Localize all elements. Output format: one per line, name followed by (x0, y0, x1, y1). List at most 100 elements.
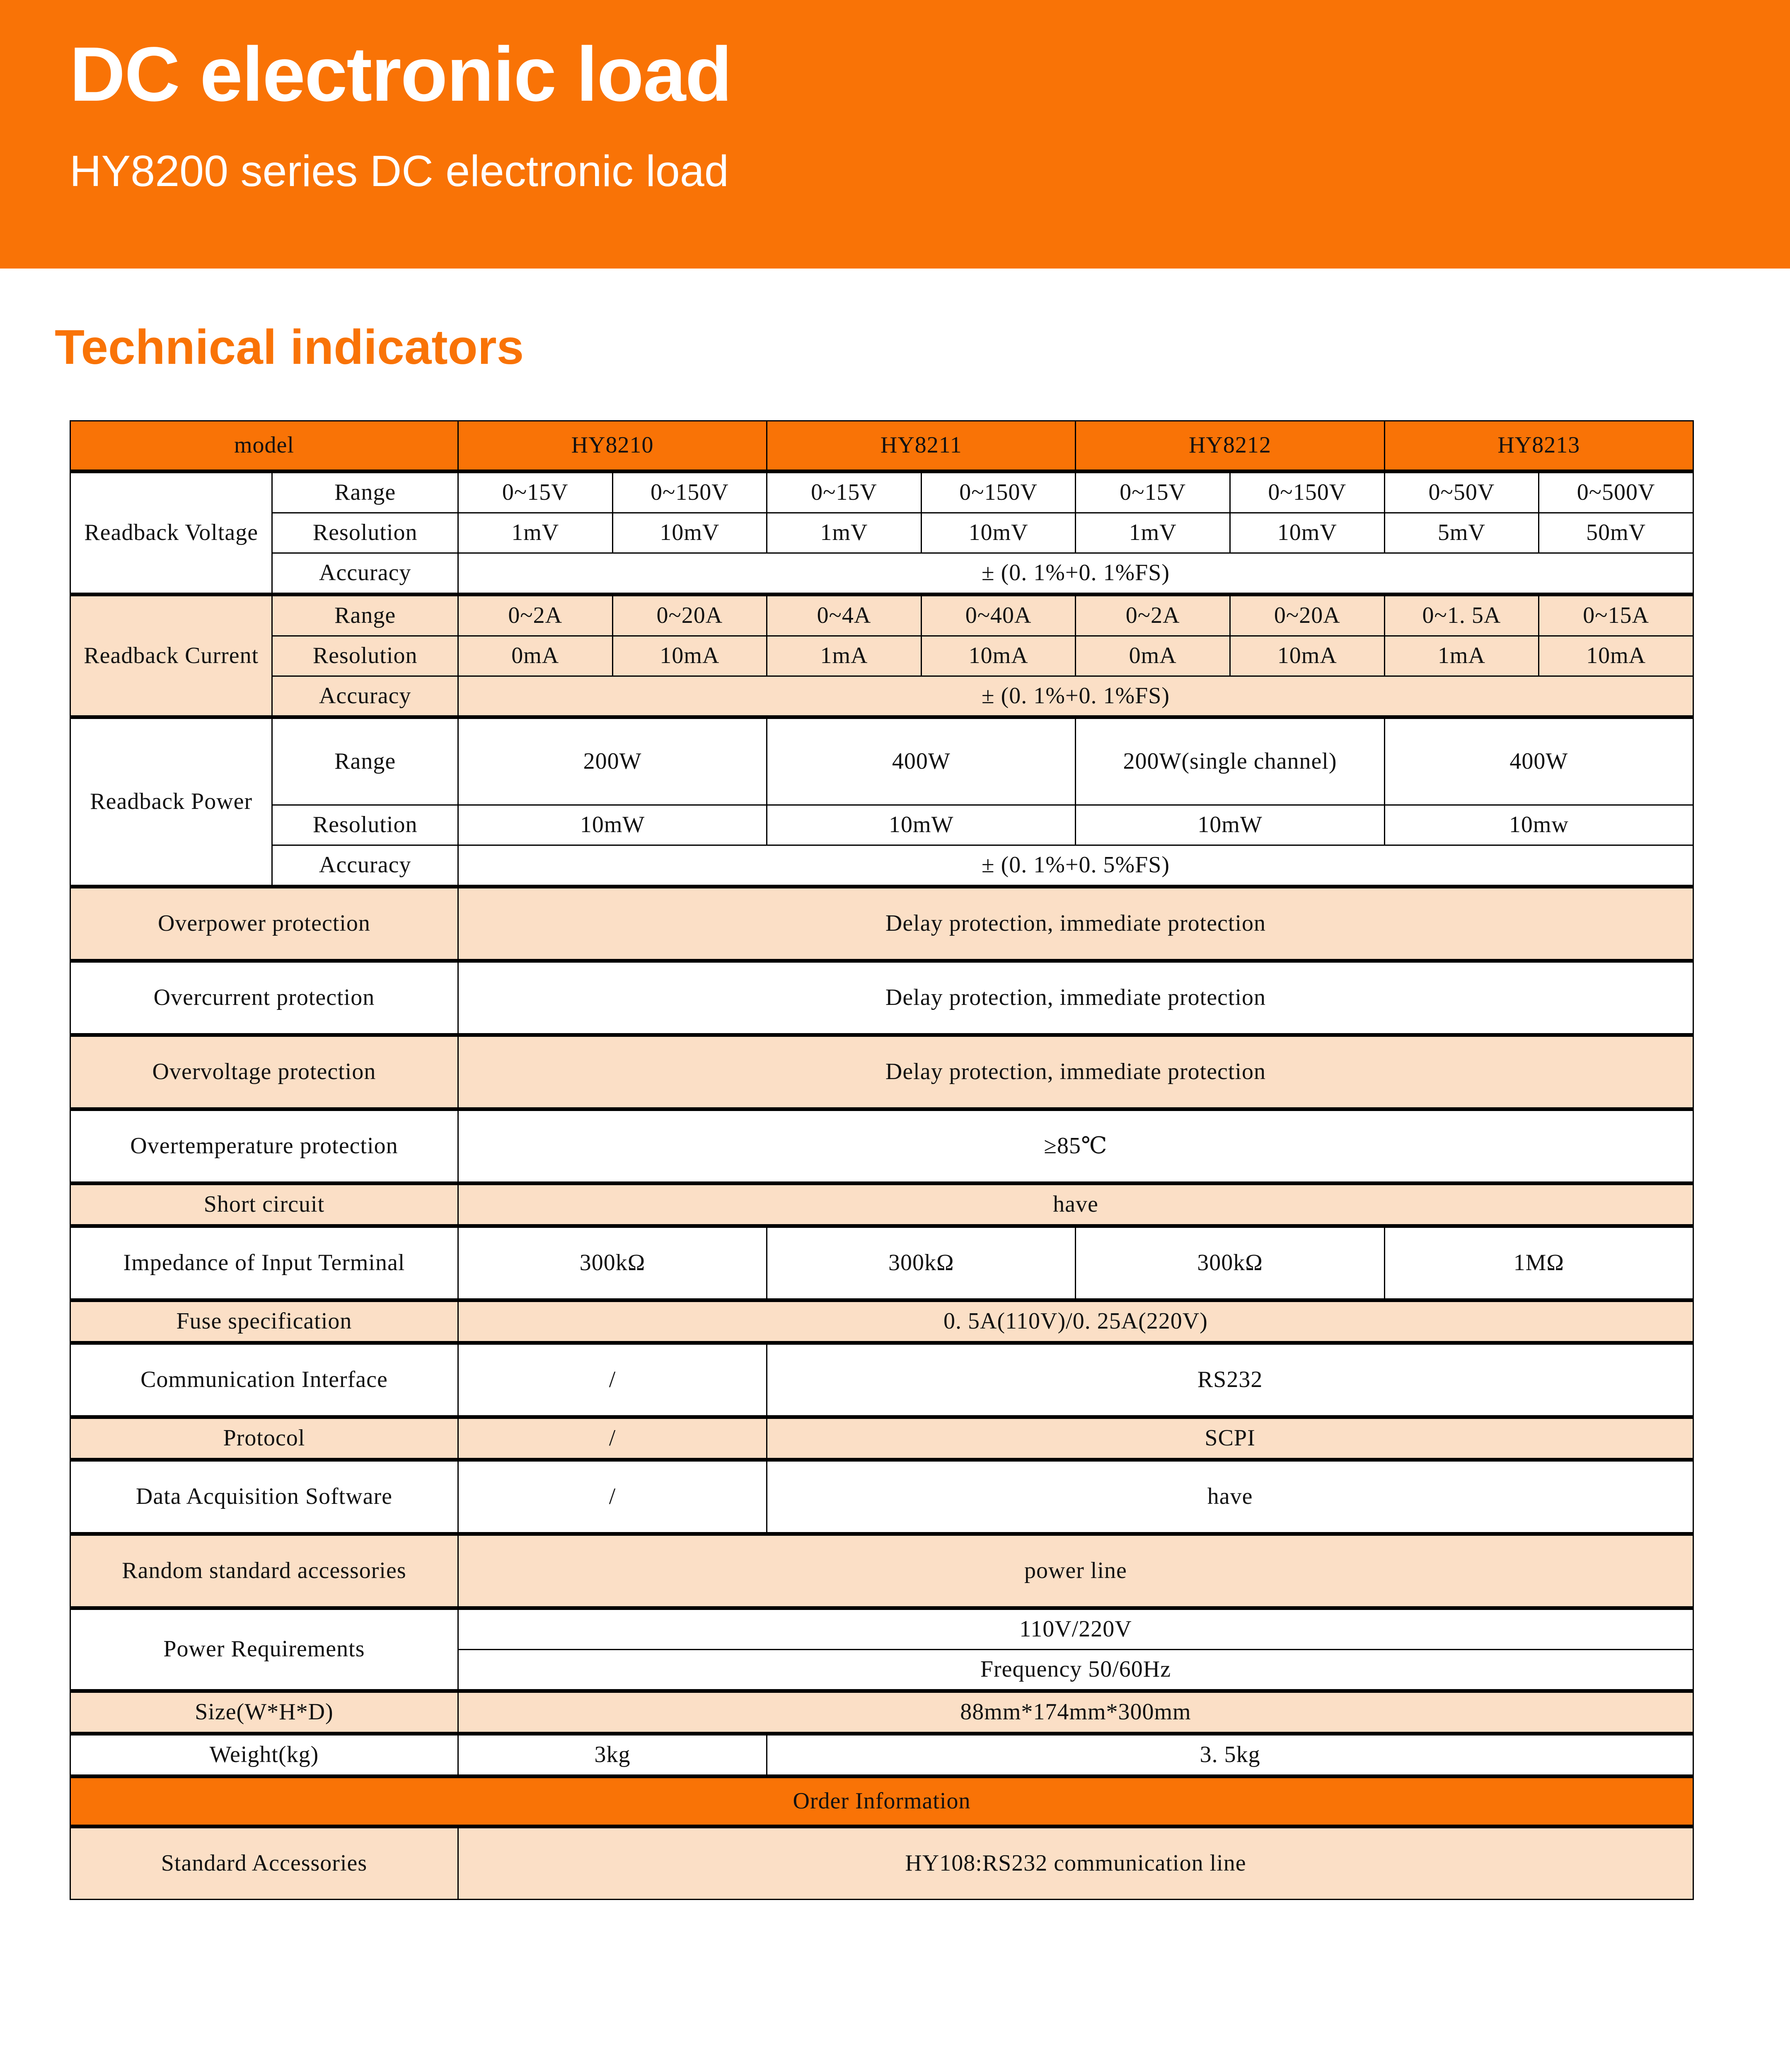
value-impedance-3: 1MΩ (1384, 1224, 1694, 1301)
cell-current-range-4: 0~2A (1075, 592, 1231, 637)
cell-voltage-res-5: 10mV (1229, 512, 1385, 554)
table-row: Accuracy ± (0. 1%+0. 1%FS) (70, 552, 1694, 595)
value-impedance-1: 300kΩ (766, 1224, 1076, 1301)
value-communication-interface-right: RS232 (766, 1341, 1694, 1418)
cell-power-res-1: 10mW (766, 804, 1076, 846)
cell-current-res-6: 1mA (1384, 635, 1540, 677)
cell-voltage-range-4: 0~15V (1075, 470, 1231, 513)
value-weight-left: 3kg (457, 1731, 768, 1777)
cell-current-range-3: 0~40A (920, 592, 1076, 637)
cell-voltage-range-2: 0~15V (766, 470, 922, 513)
sub-label-range: Range (271, 715, 459, 806)
cell-current-res-2: 1mA (766, 635, 922, 677)
cell-current-res-4: 0mA (1075, 635, 1231, 677)
table-row: Protocol / SCPI (70, 1415, 1694, 1460)
label-power-requirements: Power Requirements (70, 1606, 459, 1692)
cell-voltage-range-1: 0~150V (612, 470, 768, 513)
cell-current-range-2: 0~4A (766, 592, 922, 637)
technical-indicators-table: model HY8210 HY8211 HY8212 HY8213 Readba… (69, 420, 1694, 1900)
label-overvoltage-protection: Overvoltage protection (70, 1033, 459, 1110)
label-overtemperature-protection: Overtemperature protection (70, 1107, 459, 1184)
table-row: Weight(kg) 3kg 3. 5kg (70, 1731, 1694, 1777)
sub-label-resolution: Resolution (271, 635, 459, 677)
cell-voltage-res-1: 10mV (612, 512, 768, 554)
cell-voltage-res-2: 1mV (766, 512, 922, 554)
value-protocol-right: SCPI (766, 1415, 1694, 1460)
cell-current-range-6: 0~1. 5A (1384, 592, 1540, 637)
value-power-requirements-frequency: Frequency 50/60Hz (457, 1648, 1694, 1692)
value-overvoltage-protection: Delay protection, immediate protection (457, 1033, 1694, 1110)
cell-power-range-2: 200W(single channel) (1075, 715, 1385, 806)
cell-voltage-range-3: 0~150V (920, 470, 1076, 513)
table-row: Accuracy ± (0. 1%+0. 1%FS) (70, 675, 1694, 718)
cell-voltage-res-0: 1mV (457, 512, 613, 554)
cell-power-range-3: 400W (1384, 715, 1694, 806)
table-row: Overpower protection Delay protection, i… (70, 885, 1694, 962)
cell-power-accuracy: ± (0. 1%+0. 5%FS) (457, 845, 1694, 888)
table-row: Accuracy ± (0. 1%+0. 5%FS) (70, 845, 1694, 888)
value-short-circuit: have (457, 1181, 1694, 1227)
cell-voltage-range-6: 0~50V (1384, 470, 1540, 513)
value-protocol-left: / (457, 1415, 768, 1460)
table-row: Resolution 10mW 10mW 10mW 10mw (70, 804, 1694, 846)
cell-voltage-range-5: 0~150V (1229, 470, 1385, 513)
label-fuse-specification: Fuse specification (70, 1298, 459, 1344)
cell-voltage-res-7: 50mV (1538, 512, 1694, 554)
label-random-standard-accessories: Random standard accessories (70, 1532, 459, 1609)
value-overtemperature-protection: ≥85℃ (457, 1107, 1694, 1184)
header-model-hy8211: HY8211 (766, 420, 1076, 472)
value-random-standard-accessories: power line (457, 1532, 1694, 1609)
sub-label-accuracy: Accuracy (271, 675, 459, 718)
section-heading: Technical indicators (55, 320, 524, 375)
table-row: Overvoltage protection Delay protection,… (70, 1033, 1694, 1110)
table-row: Short circuit have (70, 1181, 1694, 1227)
value-overcurrent-protection: Delay protection, immediate protection (457, 959, 1694, 1036)
sub-label-range: Range (271, 592, 459, 637)
value-size: 88mm*174mm*300mm (457, 1689, 1694, 1734)
table-row: Frequency 50/60Hz (70, 1648, 1694, 1692)
label-size: Size(W*H*D) (70, 1689, 459, 1734)
group-readback-voltage: Readback Voltage (69, 470, 273, 595)
sub-label-accuracy: Accuracy (271, 552, 459, 595)
header-model-hy8210: HY8210 (457, 420, 768, 472)
cell-current-range-0: 0~2A (457, 592, 613, 637)
label-standard-accessories: Standard Accessories (70, 1824, 459, 1900)
label-communication-interface: Communication Interface (70, 1341, 459, 1418)
label-overcurrent-protection: Overcurrent protection (70, 959, 459, 1036)
cell-power-res-2: 10mW (1075, 804, 1385, 846)
value-impedance-2: 300kΩ (1075, 1224, 1385, 1301)
table-row: Resolution 0mA 10mA 1mA 10mA 0mA 10mA 1m… (70, 635, 1694, 677)
table-row: Overcurrent protection Delay protection,… (70, 959, 1694, 1036)
table-row: Random standard accessories power line (70, 1532, 1694, 1609)
value-standard-accessories: HY108:RS232 communication line (457, 1824, 1694, 1900)
cell-voltage-accuracy: ± (0. 1%+0. 1%FS) (457, 552, 1694, 595)
cell-current-range-1: 0~20A (612, 592, 768, 637)
order-information-bar-row: Order Information (70, 1774, 1694, 1827)
cell-voltage-res-3: 10mV (920, 512, 1076, 554)
value-overpower-protection: Delay protection, immediate protection (457, 885, 1694, 962)
cell-current-range-5: 0~20A (1229, 592, 1385, 637)
header-model: model (70, 420, 459, 472)
order-information-bar: Order Information (70, 1774, 1694, 1827)
table-header-row: model HY8210 HY8211 HY8212 HY8213 (70, 420, 1694, 472)
cell-current-accuracy: ± (0. 1%+0. 1%FS) (457, 675, 1694, 718)
value-impedance-0: 300kΩ (457, 1224, 768, 1301)
group-readback-power: Readback Power (69, 715, 273, 888)
cell-current-res-1: 10mA (612, 635, 768, 677)
table-row: Readback Voltage Range 0~15V 0~150V 0~15… (69, 470, 1694, 595)
sub-label-resolution: Resolution (271, 804, 459, 846)
table-row: Impedance of Input Terminal 300kΩ 300kΩ … (70, 1224, 1694, 1301)
cell-power-range-1: 400W (766, 715, 1076, 806)
group-readback-current: Readback Current (69, 592, 273, 718)
table-row: Resolution 1mV 10mV 1mV 10mV 1mV 10mV 5m… (70, 512, 1694, 554)
cell-current-range-7: 0~15A (1538, 592, 1694, 637)
page-title: DC electronic load (70, 31, 732, 117)
cell-current-res-0: 0mA (457, 635, 613, 677)
label-overpower-protection: Overpower protection (70, 885, 459, 962)
cell-current-res-3: 10mA (920, 635, 1076, 677)
cell-voltage-res-4: 1mV (1075, 512, 1231, 554)
table-row: Standard Accessories HY108:RS232 communi… (70, 1824, 1694, 1900)
cell-current-res-5: 10mA (1229, 635, 1385, 677)
cell-current-res-7: 10mA (1538, 635, 1694, 677)
table-row: Communication Interface / RS232 (70, 1341, 1694, 1418)
